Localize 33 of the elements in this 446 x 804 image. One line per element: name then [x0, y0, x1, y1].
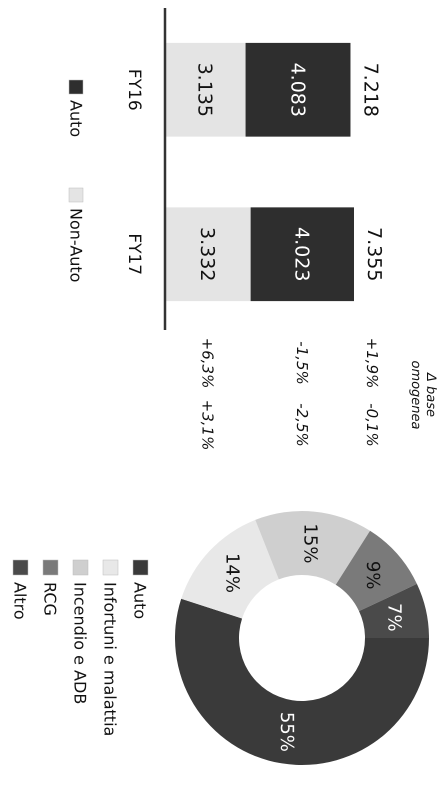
data-label: 15% — [300, 523, 321, 564]
text: -0,1% — [362, 403, 381, 447]
text: +6,3% — [198, 338, 217, 388]
data-label: 9% — [362, 560, 383, 590]
legend-label: Auto — [130, 582, 150, 620]
legend-label: Altro — [10, 582, 30, 620]
donut-slice — [175, 598, 429, 765]
data-label: 3.135 — [194, 62, 216, 117]
text: +1,9% — [362, 338, 381, 388]
bar — [250, 207, 354, 302]
data-label: 7% — [383, 602, 404, 632]
total-label: 7.218 — [359, 62, 382, 117]
y-tick-label: FY16 — [124, 68, 144, 111]
y-tick-label: FY17 — [124, 233, 144, 276]
bar — [165, 207, 251, 302]
legend-label: Incendio e ADB — [70, 582, 90, 704]
data-label: 55% — [276, 712, 297, 752]
legend-label: Auto — [66, 100, 86, 138]
bar — [246, 42, 350, 137]
data-label: 14% — [221, 552, 242, 593]
total-label: 7.355 — [363, 227, 385, 282]
legend-label: Infortuni e malattia — [100, 582, 120, 736]
legend-label: Non-Auto — [66, 208, 86, 282]
data-label: 4.023 — [290, 227, 313, 282]
donut-slice — [181, 520, 279, 619]
text: +3,1% — [198, 400, 217, 450]
text: -2,5% — [293, 403, 312, 447]
text: Δ base omogenea — [408, 360, 438, 430]
data-label: 3.332 — [196, 227, 218, 282]
text: -1,5% — [293, 341, 312, 385]
bar — [165, 42, 246, 137]
legend-label: RCG — [40, 582, 60, 616]
data-label: 4.083 — [286, 62, 308, 117]
